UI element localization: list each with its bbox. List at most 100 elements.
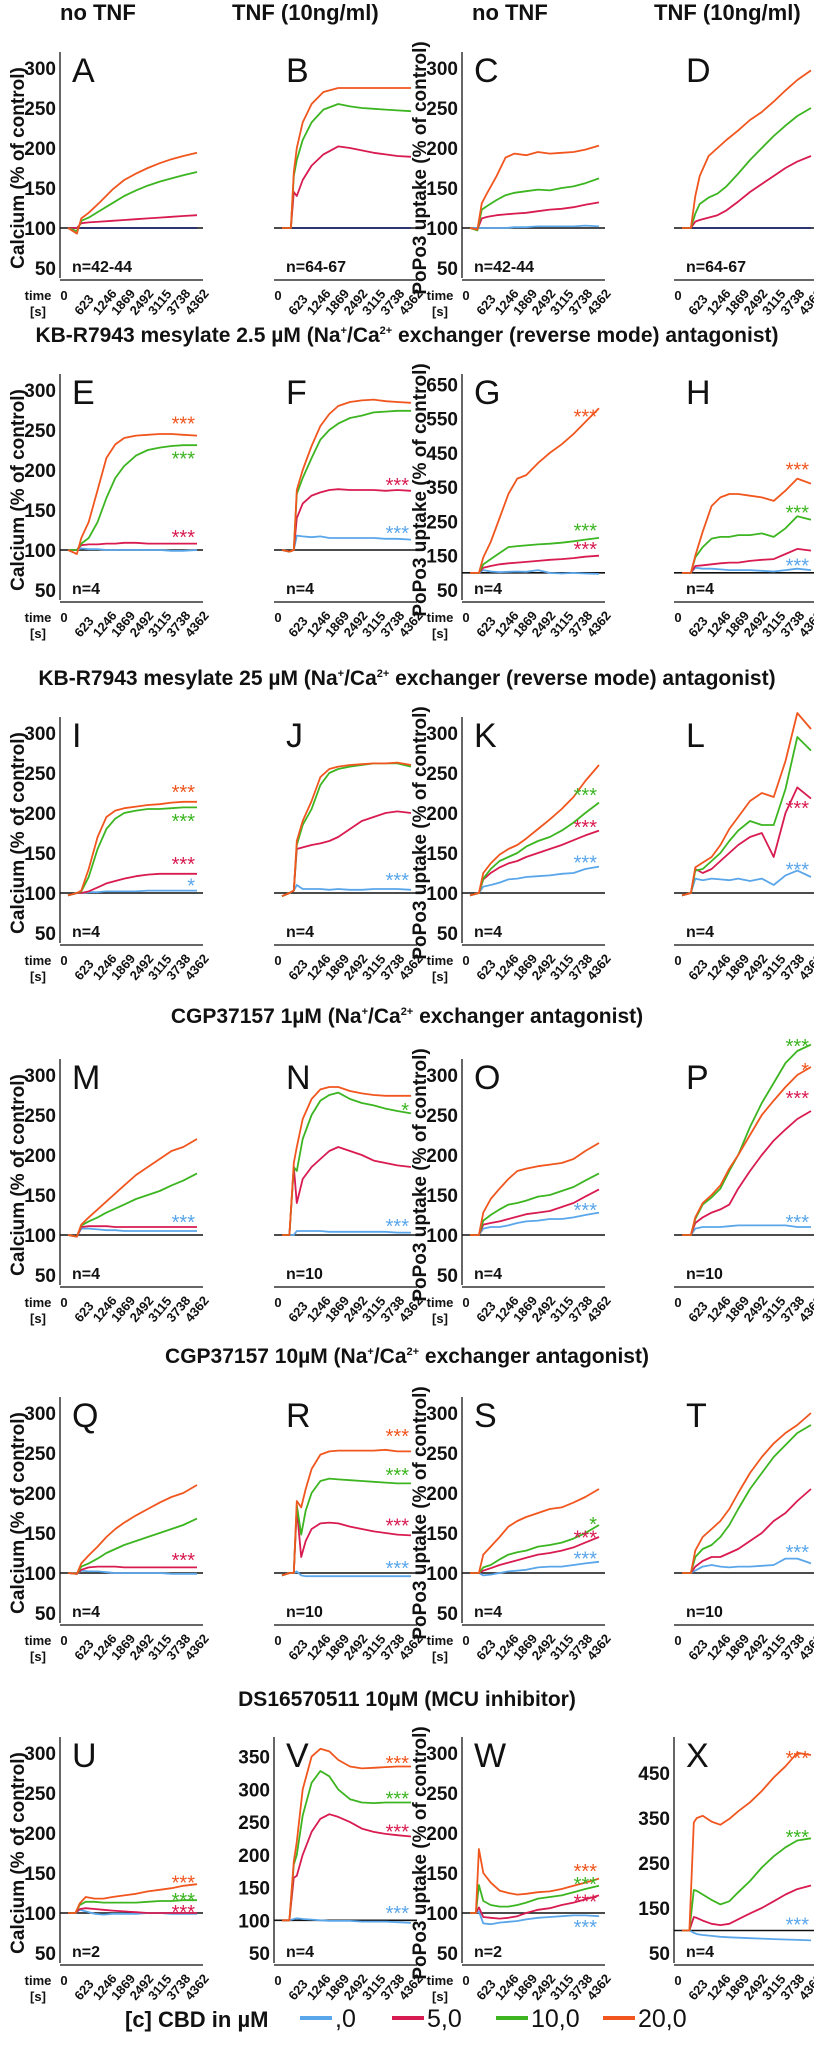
superscript: + (367, 1346, 374, 1358)
n-label: n=2 (72, 1944, 100, 1961)
n-label: n=64-67 (686, 259, 746, 276)
y-tick-label: 50 (649, 1944, 670, 1965)
series-line-10-0 (469, 177, 600, 232)
x-tick-label: 0 (60, 1973, 67, 1988)
section-title-text: exchanger antagonist) (419, 1345, 649, 1368)
time-unit-label: [s] (432, 1311, 448, 1326)
significance-marker: *** (786, 1827, 810, 1849)
time-unit-label: [s] (432, 626, 448, 641)
significance-marker: * (801, 1060, 809, 1082)
legend-item-10: 10,0 (496, 2005, 580, 2034)
x-tick-label: 0 (60, 610, 67, 625)
column-header-1: TNF (10ng/ml) (232, 0, 379, 25)
significance-marker: *** (386, 1216, 410, 1238)
column-header-0: no TNF (60, 0, 136, 25)
n-label: n=4 (72, 924, 100, 941)
y-tick-label: 100 (24, 1564, 56, 1585)
section-title-3: CGP37157 1µM (Na+/Ca2+ exchanger antagon… (0, 1005, 814, 1029)
y-tick-label: 200 (426, 1824, 458, 1845)
series-line-20-0 (682, 477, 812, 574)
series-line-20-0 (681, 712, 812, 897)
series-line-20-0 (470, 1488, 600, 1574)
significance-marker: *** (172, 1550, 196, 1572)
legend-label-0: ,0 (335, 2005, 356, 2033)
series-line-20-0 (67, 151, 198, 235)
section-title-1: KB-R7943 mesylate 2.5 µM (Na+/Ca2+ excha… (0, 324, 814, 348)
time-unit-label: [s] (432, 304, 448, 319)
y-tick-label: 200 (24, 1146, 56, 1167)
y-tick-label: 100 (426, 1564, 458, 1585)
time-label: time (427, 1633, 454, 1648)
significance-marker: *** (786, 556, 810, 578)
series-line-10-0 (470, 1524, 600, 1574)
y-tick-label: 250 (24, 421, 56, 442)
series-line-20-0 (682, 1751, 812, 1932)
y-tick-label: 250 (238, 1813, 270, 1834)
series-line-5-0 (682, 1488, 812, 1574)
significance-marker: *** (786, 1542, 810, 1564)
panel-letter: W (474, 1737, 506, 1775)
y-axis-label: PoPo3 uptake (% of control) (410, 41, 431, 294)
y-axis-label: Calcium (% of control) (8, 732, 29, 934)
x-tick-label: 0 (274, 1633, 281, 1648)
panel-letter: V (286, 1737, 309, 1775)
y-tick-label: 300 (24, 381, 56, 402)
y-tick-label: 250 (24, 1784, 56, 1805)
series-line-5-0 (470, 1894, 600, 1920)
series-line-0 (682, 566, 812, 574)
series-line-5-0 (67, 1225, 197, 1238)
series-line-0 (282, 1230, 411, 1236)
y-tick-label: 150 (24, 179, 56, 200)
n-label: n=4 (686, 581, 714, 598)
series-line-20-0 (281, 1448, 411, 1577)
significance-marker: *** (172, 1872, 196, 1894)
y-tick-label: 50 (35, 924, 56, 945)
legend-swatch-5 (392, 2016, 424, 2021)
n-label: n=4 (474, 581, 502, 598)
y-tick-label: 50 (437, 259, 458, 280)
significance-marker: *** (786, 460, 810, 482)
section-title-text: KB-R7943 mesylate 2.5 µM (Na (35, 324, 341, 347)
legend-label-10: 10,0 (531, 2005, 580, 2033)
y-tick-label: 300 (24, 59, 56, 80)
series-line-0 (469, 865, 600, 897)
n-label: n=10 (686, 1266, 723, 1283)
y-tick-label: 250 (426, 764, 458, 785)
x-tick-label: 0 (274, 1973, 281, 1988)
y-tick-label: 150 (638, 1899, 670, 1920)
series-line-20-0 (470, 1142, 600, 1236)
x-tick-label: 0 (674, 1295, 681, 1310)
superscript: 2+ (376, 668, 390, 680)
y-tick-label: 650 (426, 375, 458, 396)
series-line-5-0 (68, 541, 197, 551)
series-line-5-0 (682, 547, 812, 574)
panel-letter: P (686, 1059, 709, 1097)
significance-marker: *** (172, 1212, 196, 1234)
y-tick-label: 100 (238, 1911, 270, 1932)
panel-letter: A (72, 52, 95, 90)
time-unit-label: [s] (432, 1649, 448, 1664)
panel-letter: M (72, 1059, 100, 1097)
section-title-4: CGP37157 10µM (Na+/Ca2+ exchanger antago… (0, 1345, 814, 1369)
significance-marker: *** (574, 852, 598, 874)
time-label: time (427, 953, 454, 968)
series-line-5-0 (682, 155, 812, 229)
significance-marker: *** (786, 1915, 810, 1937)
panel-letter: O (474, 1059, 500, 1097)
y-tick-label: 50 (437, 1266, 458, 1287)
superscript: + (337, 668, 345, 680)
series-line-10-0 (469, 801, 600, 897)
time-unit-label: [s] (432, 969, 448, 984)
legend-item-0: ,0 (300, 2005, 356, 2034)
y-tick-label: 50 (35, 1266, 56, 1287)
x-tick-label: 0 (462, 288, 469, 303)
significance-marker: * (401, 1100, 409, 1122)
y-tick-label: 250 (426, 512, 458, 533)
significance-marker: *** (172, 854, 196, 876)
significance-marker: *** (172, 1902, 196, 1924)
